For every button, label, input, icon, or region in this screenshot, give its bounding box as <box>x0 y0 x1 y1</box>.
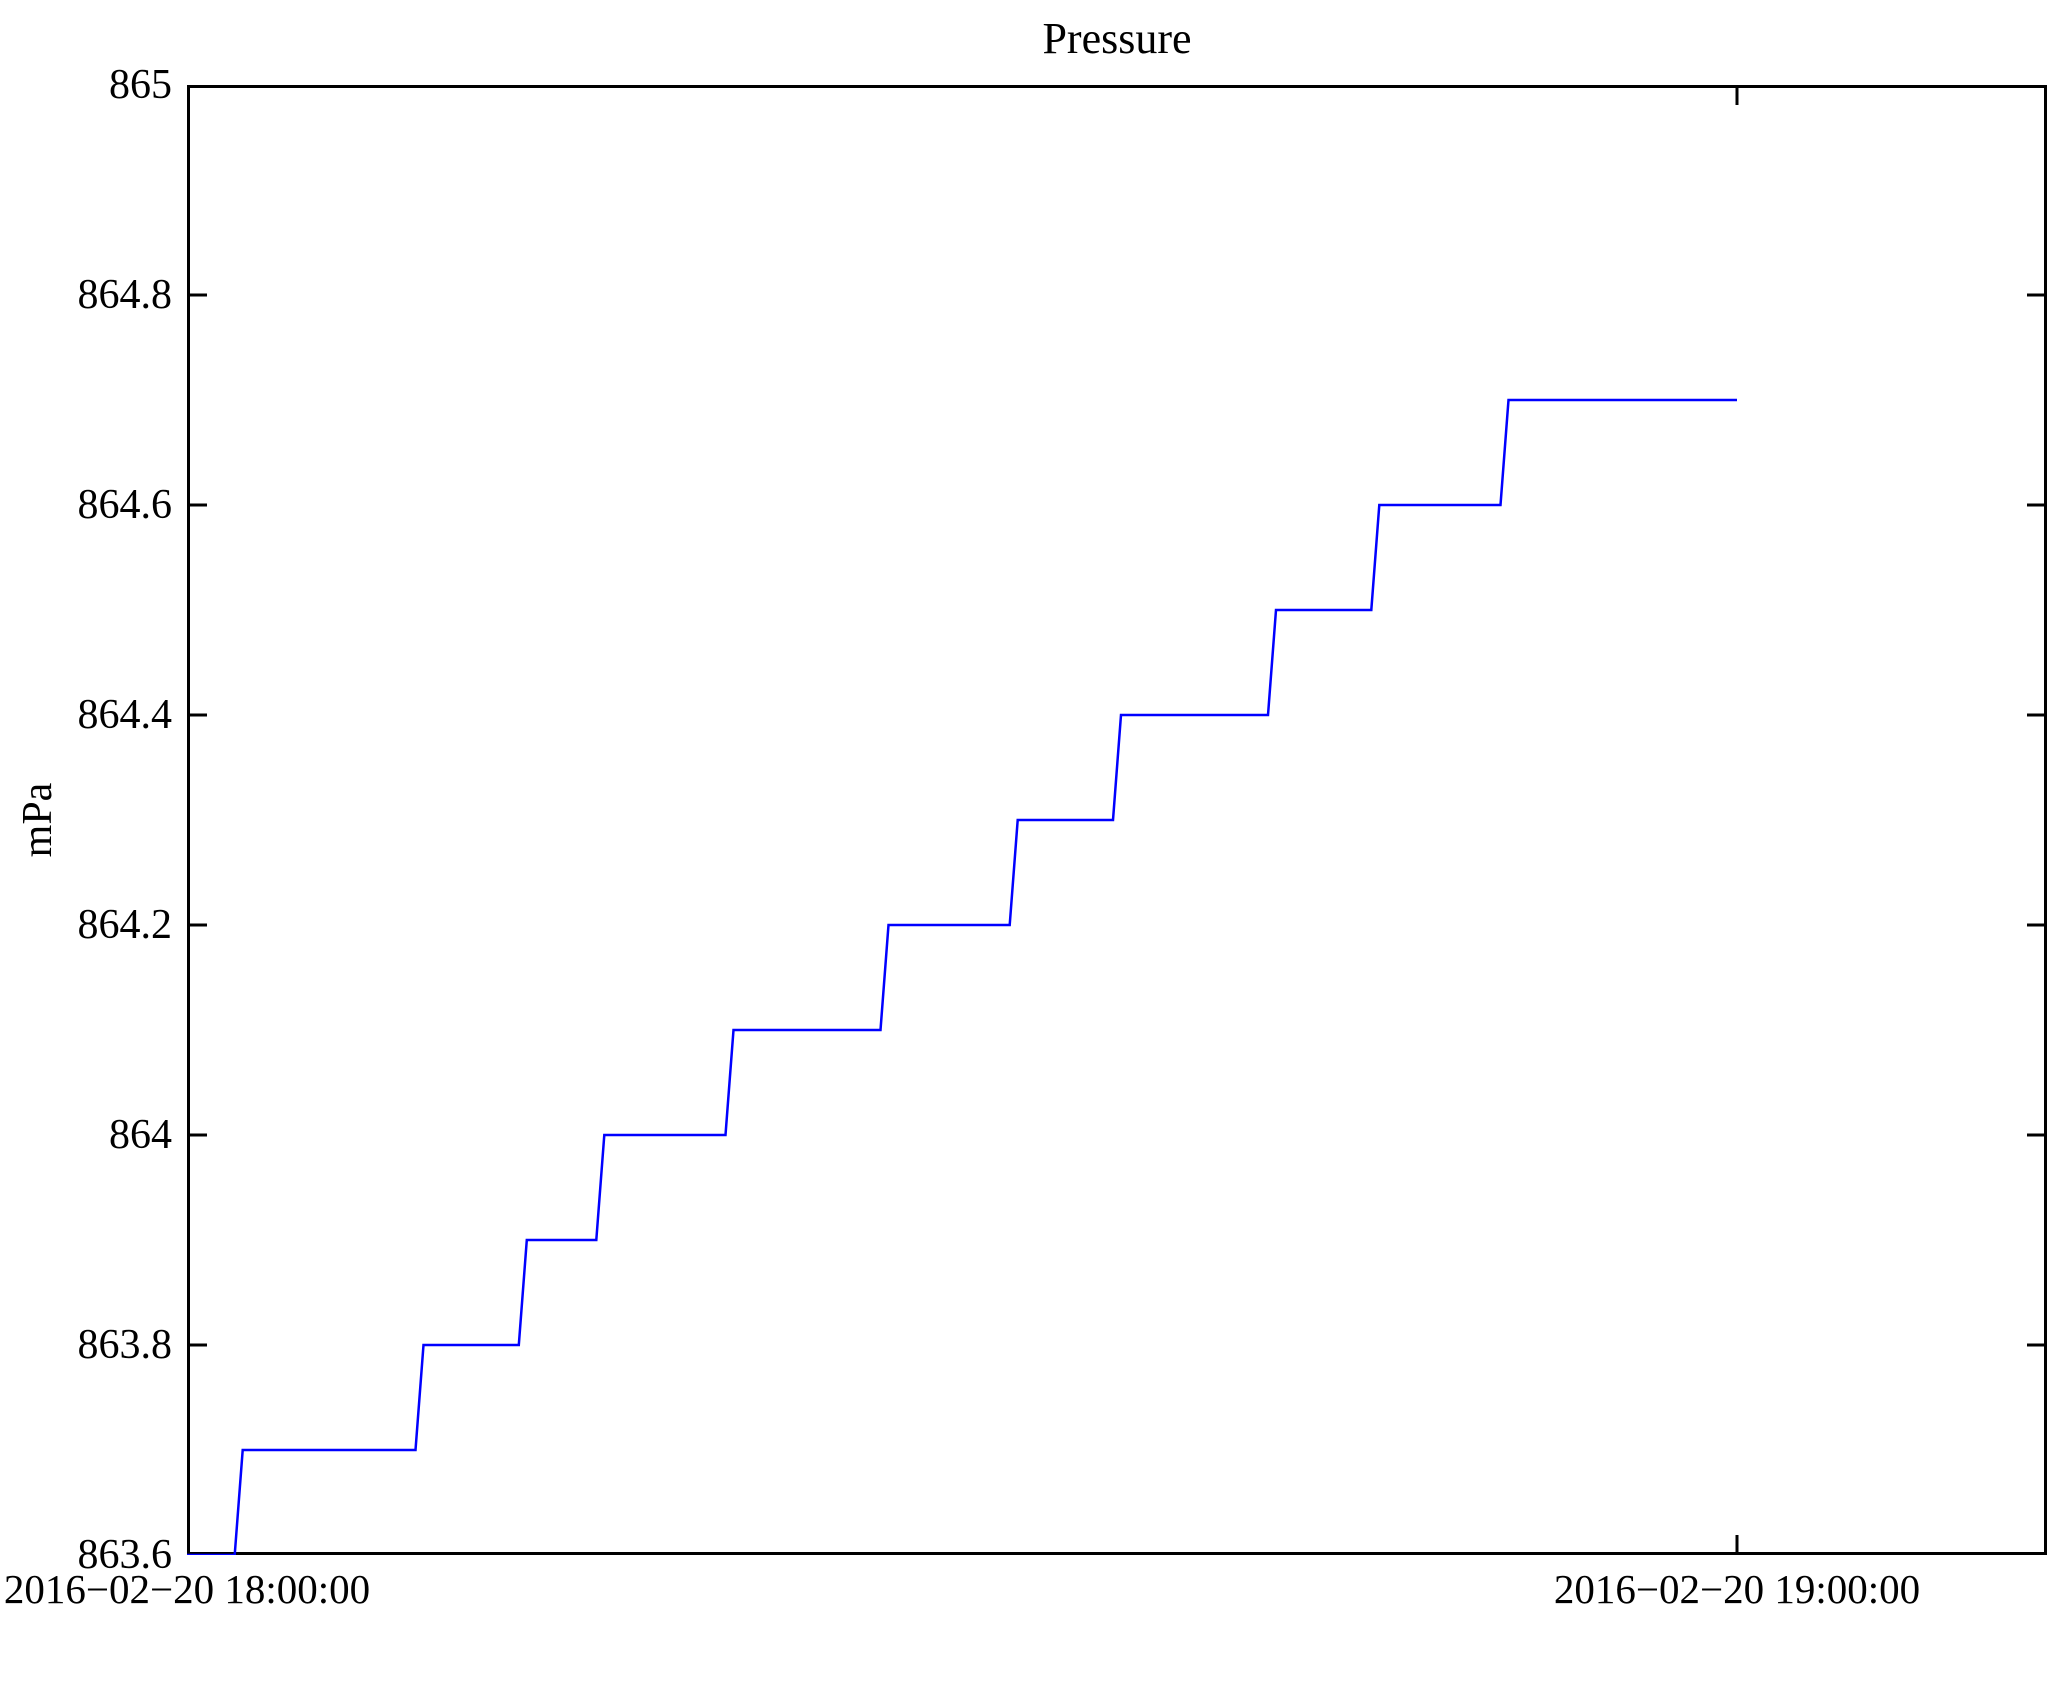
y-tick-label: 863.8 <box>77 1322 173 1368</box>
plot-area <box>187 85 2047 1555</box>
chart-title: Pressure <box>1042 14 1192 63</box>
y-axis-label: mPa <box>15 782 61 858</box>
y-tick-label: 864.8 <box>77 272 173 318</box>
plot-border <box>187 85 2047 1555</box>
y-tick-label: 864.6 <box>77 482 173 528</box>
x-tick-label: 2016−02−20 19:00:00 <box>1553 1566 1921 1612</box>
y-tick-label: 863.6 <box>77 1532 173 1578</box>
y-tick-label: 865 <box>109 62 172 108</box>
y-tick-label: 864 <box>109 1112 172 1158</box>
y-tick-label: 864.2 <box>77 902 173 948</box>
y-tick-label: 864.4 <box>77 692 173 738</box>
x-tick-label: 2016−02−20 18:00:00 <box>3 1566 371 1612</box>
pressure-line <box>187 398 1737 1555</box>
